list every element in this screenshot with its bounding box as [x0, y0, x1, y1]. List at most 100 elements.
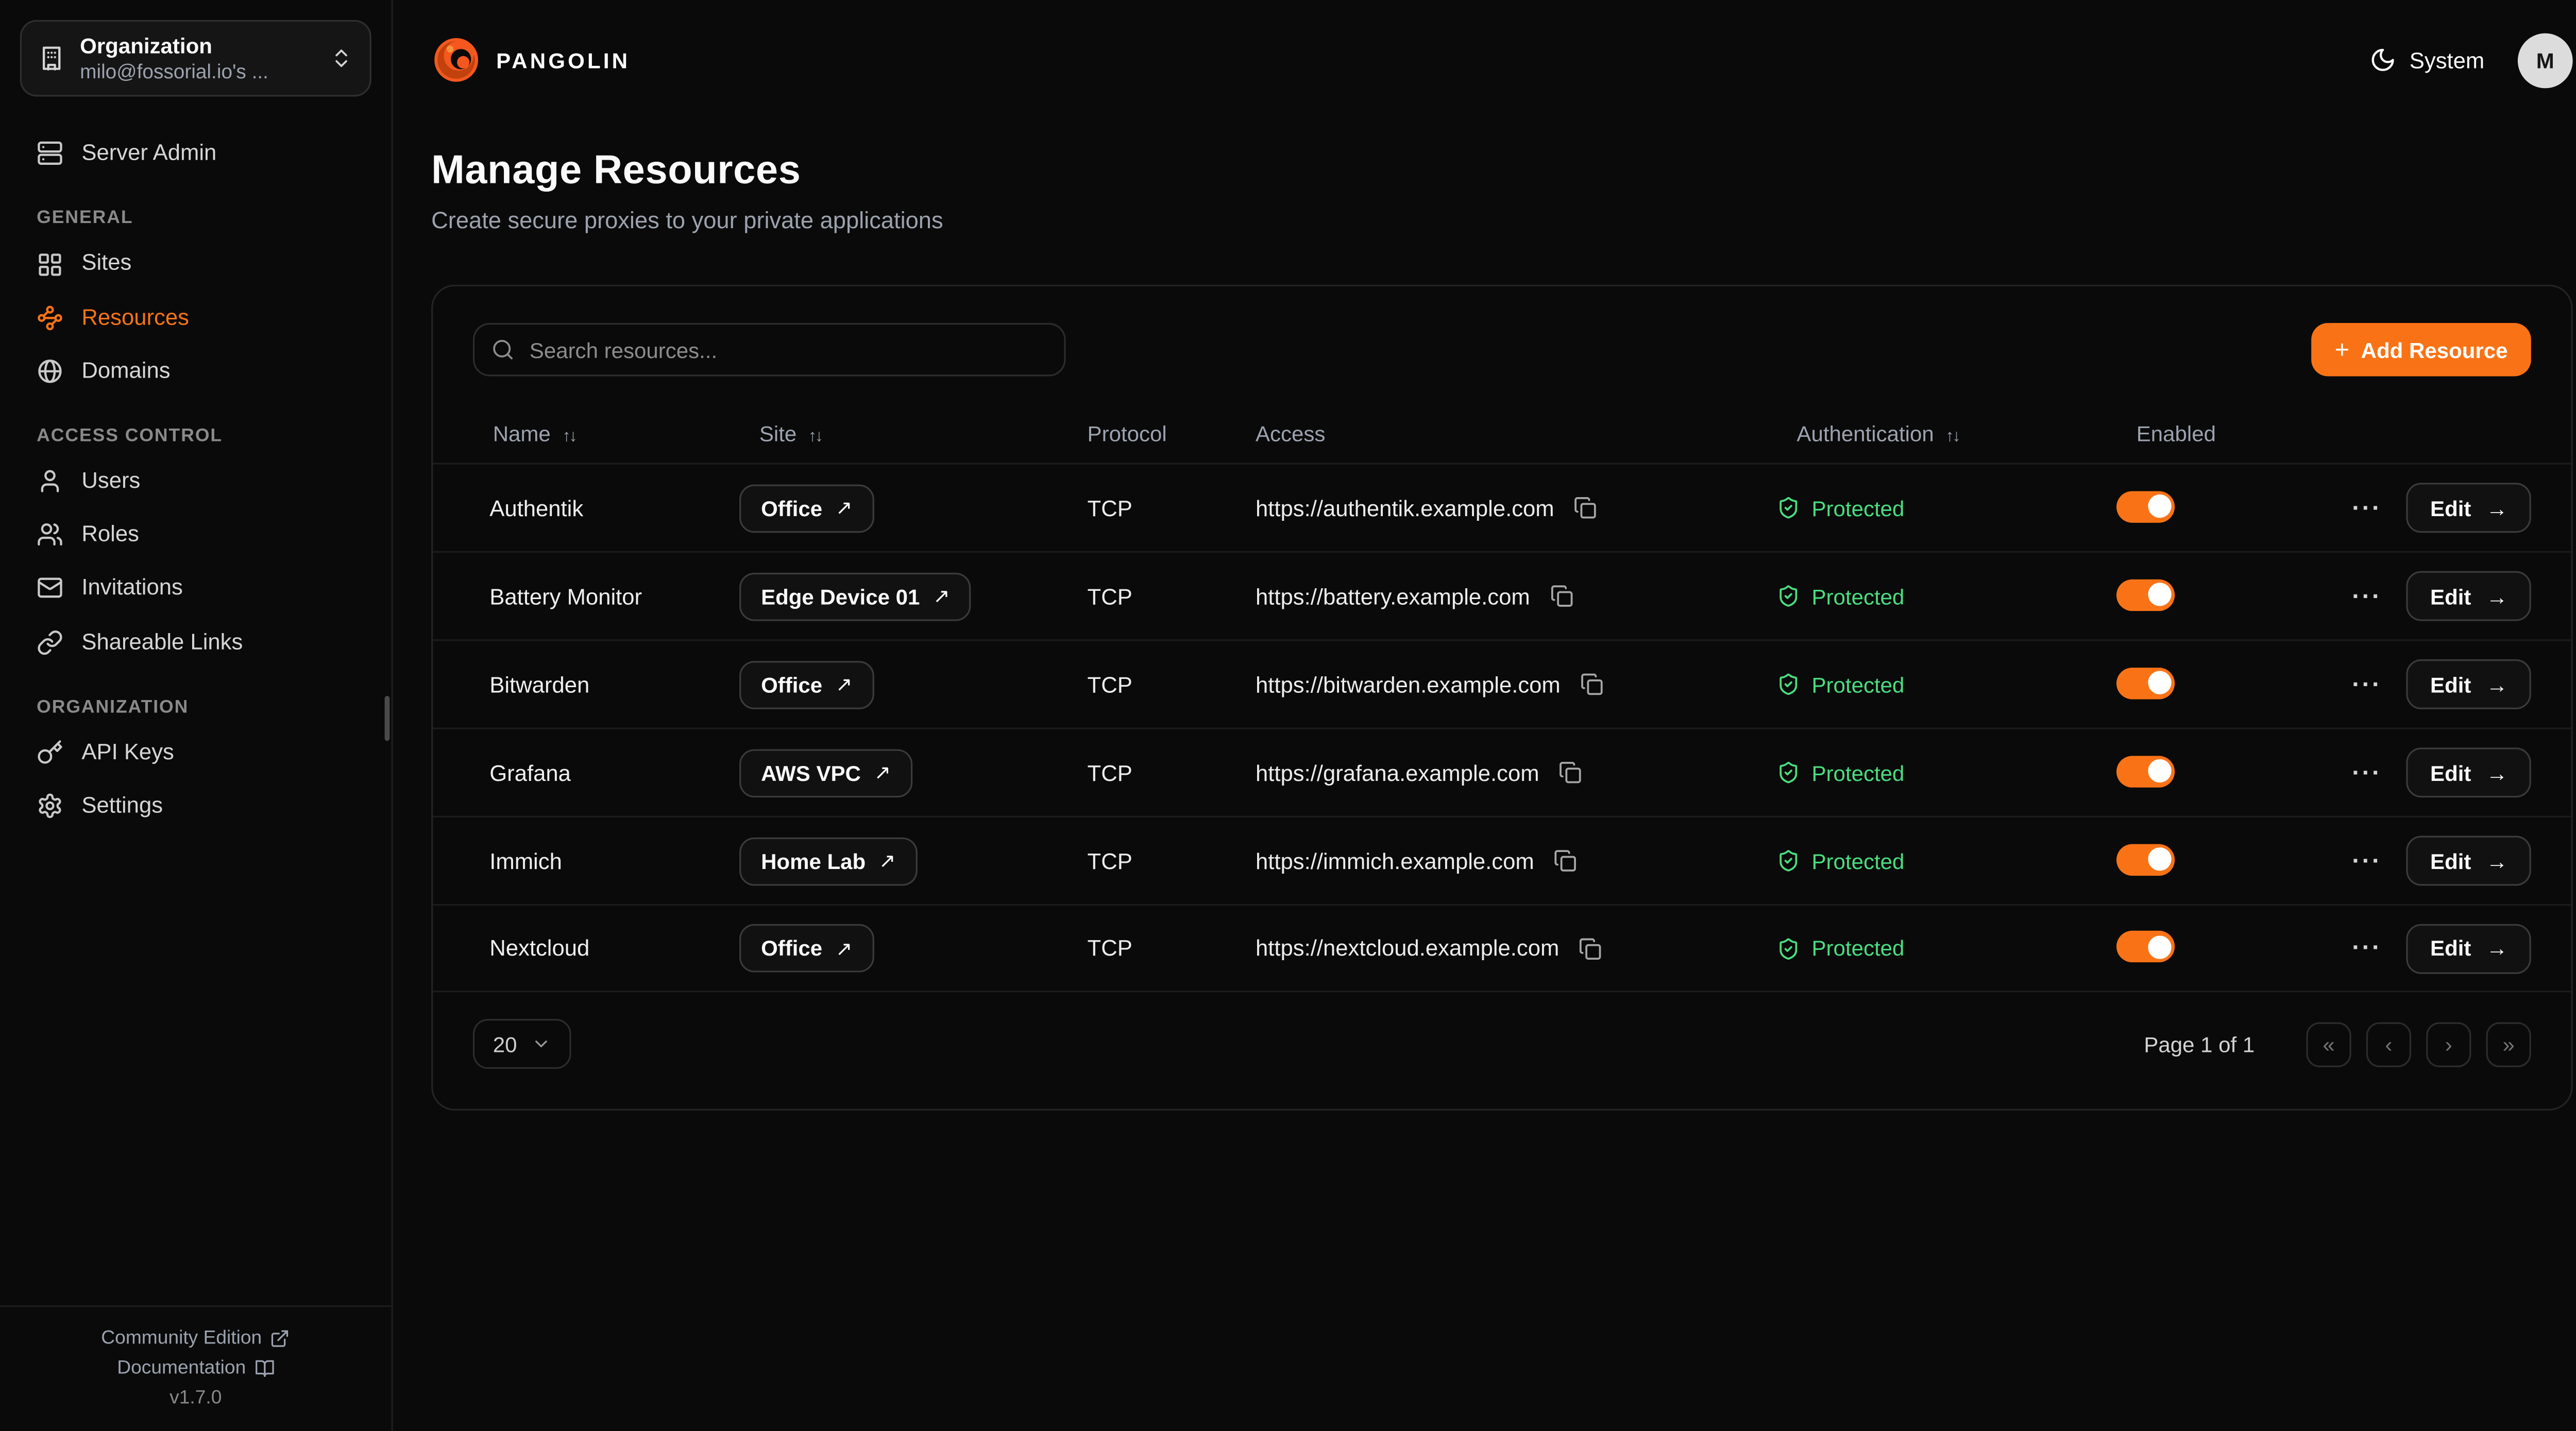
column-header-name[interactable]: Name ↑↓ [493, 420, 578, 446]
edit-button[interactable]: Edit → [2406, 571, 2531, 621]
site-name: Office [761, 495, 823, 521]
sidebar-scrollbar[interactable] [384, 696, 390, 741]
enabled-toggle[interactable] [2116, 578, 2175, 610]
page-size-select[interactable]: 20 [472, 1019, 572, 1069]
row-menu-button[interactable]: ··· [2349, 843, 2385, 878]
column-header-authentication[interactable]: Authentication ↑↓ [1797, 420, 1960, 446]
next-page-button[interactable]: › [2426, 1021, 2471, 1067]
sidebar-item-label: Shareable Links [81, 628, 243, 654]
last-page-button[interactable]: » [2486, 1021, 2531, 1067]
copy-url-button[interactable] [1551, 846, 1581, 876]
site-link-button[interactable]: Home Lab ↗ [739, 837, 918, 885]
resource-name: Nextcloud [489, 935, 590, 961]
add-resource-button[interactable]: + Add Resource [2311, 323, 2531, 377]
edit-label: Edit [2430, 583, 2471, 609]
auth-status-badge: Protected [1811, 672, 1905, 697]
documentation-link[interactable]: Documentation [13, 1358, 378, 1378]
sidebar-footer: Community Edition Documentation v1.7.0 [0, 1305, 392, 1431]
site-link-button[interactable]: Office ↗ [739, 483, 874, 532]
sidebar-item-server-admin[interactable]: Server Admin [20, 127, 371, 180]
column-header-site[interactable]: Site ↑↓ [759, 420, 823, 446]
chevron-down-icon [532, 1034, 552, 1054]
enabled-toggle[interactable] [2116, 755, 2175, 787]
arrow-right-icon: → [2486, 583, 2508, 609]
resource-protocol: TCP [1087, 583, 1132, 609]
sidebar-item-label: Users [81, 468, 141, 493]
site-link-button[interactable]: Edge Device 01 ↗ [739, 572, 972, 620]
edit-button[interactable]: Edit → [2406, 747, 2531, 798]
row-menu-button[interactable]: ··· [2349, 490, 2385, 525]
copy-url-button[interactable] [1547, 581, 1577, 611]
first-page-button[interactable]: « [2306, 1021, 2351, 1067]
resource-name: Grafana [489, 760, 571, 785]
sort-icon: ↑↓ [562, 427, 577, 446]
resource-name: Bitwarden [489, 672, 590, 697]
users-icon [37, 522, 63, 549]
resource-protocol: TCP [1087, 495, 1132, 521]
table-row: Grafana AWS VPC ↗ TCP https://grafana.ex… [433, 727, 2571, 815]
avatar[interactable]: M [2517, 32, 2573, 88]
enabled-toggle[interactable] [2116, 843, 2175, 875]
brand-home-link[interactable]: PANGOLIN [431, 35, 630, 85]
resource-access-url: https://battery.example.com [1256, 583, 1530, 609]
sidebar-item-users[interactable]: Users [20, 454, 371, 508]
copy-url-button[interactable] [1577, 669, 1607, 699]
resource-name: Immich [489, 848, 562, 874]
community-edition-link[interactable]: Community Edition [13, 1328, 378, 1349]
table-row: Bitwarden Office ↗ TCP https://bitwarden… [433, 639, 2571, 727]
sidebar-item-domains[interactable]: Domains [20, 344, 371, 398]
row-menu-button[interactable]: ··· [2349, 667, 2385, 702]
table-row: Battery Monitor Edge Device 01 ↗ TCP htt… [433, 551, 2571, 639]
section-label-access-control: ACCESS CONTROL [37, 426, 223, 447]
enabled-toggle[interactable] [2116, 667, 2175, 699]
arrow-right-icon: → [2486, 935, 2508, 961]
edit-button[interactable]: Edit → [2406, 836, 2531, 886]
user-icon [37, 468, 63, 495]
row-menu-button[interactable]: ··· [2349, 931, 2385, 966]
sidebar-item-resources[interactable]: Resources [20, 291, 371, 344]
edit-button[interactable]: Edit → [2406, 923, 2531, 974]
arrow-up-right-icon: ↗ [836, 936, 853, 960]
search-box [472, 323, 1066, 377]
enabled-toggle[interactable] [2116, 490, 2175, 522]
site-link-button[interactable]: Office ↗ [739, 924, 874, 973]
site-link-button[interactable]: AWS VPC ↗ [739, 748, 913, 797]
copy-url-button[interactable] [1571, 493, 1601, 523]
sidebar-item-settings[interactable]: Settings [20, 779, 371, 832]
sidebar-item-label: Invitations [81, 575, 183, 600]
site-link-button[interactable]: Office ↗ [739, 660, 874, 709]
row-menu-button[interactable]: ··· [2349, 578, 2385, 614]
theme-toggle-button[interactable]: System [2369, 46, 2484, 73]
copy-url-button[interactable] [1576, 933, 1606, 963]
community-edition-label: Community Edition [101, 1328, 262, 1349]
globe-icon [37, 358, 63, 385]
arrow-up-right-icon: ↗ [836, 672, 853, 696]
copy-url-button[interactable] [1556, 758, 1586, 788]
search-input[interactable] [472, 323, 1066, 377]
copy-icon [1559, 761, 1582, 784]
resource-access-url: https://nextcloud.example.com [1256, 935, 1560, 961]
sidebar-item-label: Roles [81, 521, 139, 547]
sidebar-item-api-keys[interactable]: API Keys [20, 725, 371, 779]
edit-button[interactable]: Edit → [2406, 483, 2531, 533]
brand-name: PANGOLIN [496, 47, 631, 73]
plus-icon: + [2334, 335, 2350, 364]
previous-page-button[interactable]: ‹ [2366, 1021, 2412, 1067]
shield-check-icon [1777, 584, 1800, 607]
sidebar-item-sites[interactable]: Sites [20, 237, 371, 291]
edit-button[interactable]: Edit → [2406, 659, 2531, 709]
sidebar-item-shareable-links[interactable]: Shareable Links [20, 615, 371, 669]
sidebar-item-invitations[interactable]: Invitations [20, 561, 371, 615]
card-footer: 20 Page 1 of 1 « ‹ › » [433, 992, 2571, 1069]
add-resource-label: Add Resource [2361, 337, 2508, 362]
section-label-organization: ORGANIZATION [37, 697, 189, 718]
arrow-right-icon: → [2486, 760, 2508, 785]
toggle-knob [2147, 847, 2171, 871]
page-title: Manage Resources [431, 148, 801, 193]
sidebar-item-label: Settings [81, 792, 163, 817]
enabled-toggle[interactable] [2116, 930, 2175, 963]
org-selector[interactable]: Organization milo@fossorial.io's ... [20, 20, 371, 97]
sidebar-item-roles[interactable]: Roles [20, 508, 371, 561]
row-menu-button[interactable]: ··· [2349, 755, 2385, 790]
